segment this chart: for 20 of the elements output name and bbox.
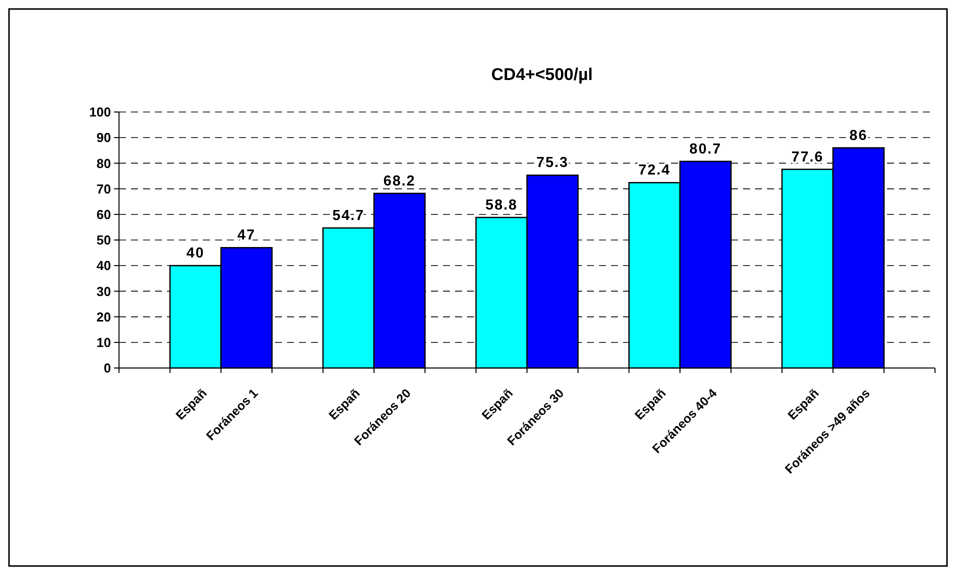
y-tick-label: 60 <box>96 206 111 222</box>
y-tick-label: 100 <box>89 104 111 120</box>
data-label: 58.8 <box>485 197 518 214</box>
y-tick-label: 90 <box>96 130 111 146</box>
y-tick-label: 50 <box>96 232 111 248</box>
y-tick-label: 0 <box>104 360 111 376</box>
data-label: 80.7 <box>689 141 722 158</box>
data-label: 72.4 <box>638 162 671 179</box>
data-label: 40 <box>186 246 205 262</box>
y-tick-label: 20 <box>96 309 111 324</box>
chart-title: CD4+<500/µl <box>491 65 593 84</box>
y-tick-label: 30 <box>96 284 111 299</box>
data-label: 54.7 <box>332 208 365 224</box>
y-tick-label: 70 <box>96 181 111 196</box>
y-tick-label: 40 <box>96 258 111 274</box>
y-tick-label: 10 <box>96 334 111 350</box>
data-label: 68.2 <box>383 173 416 190</box>
y-tick-label: 80 <box>96 156 111 171</box>
data-label: 77.6 <box>791 149 824 166</box>
data-label: 47 <box>237 228 256 244</box>
